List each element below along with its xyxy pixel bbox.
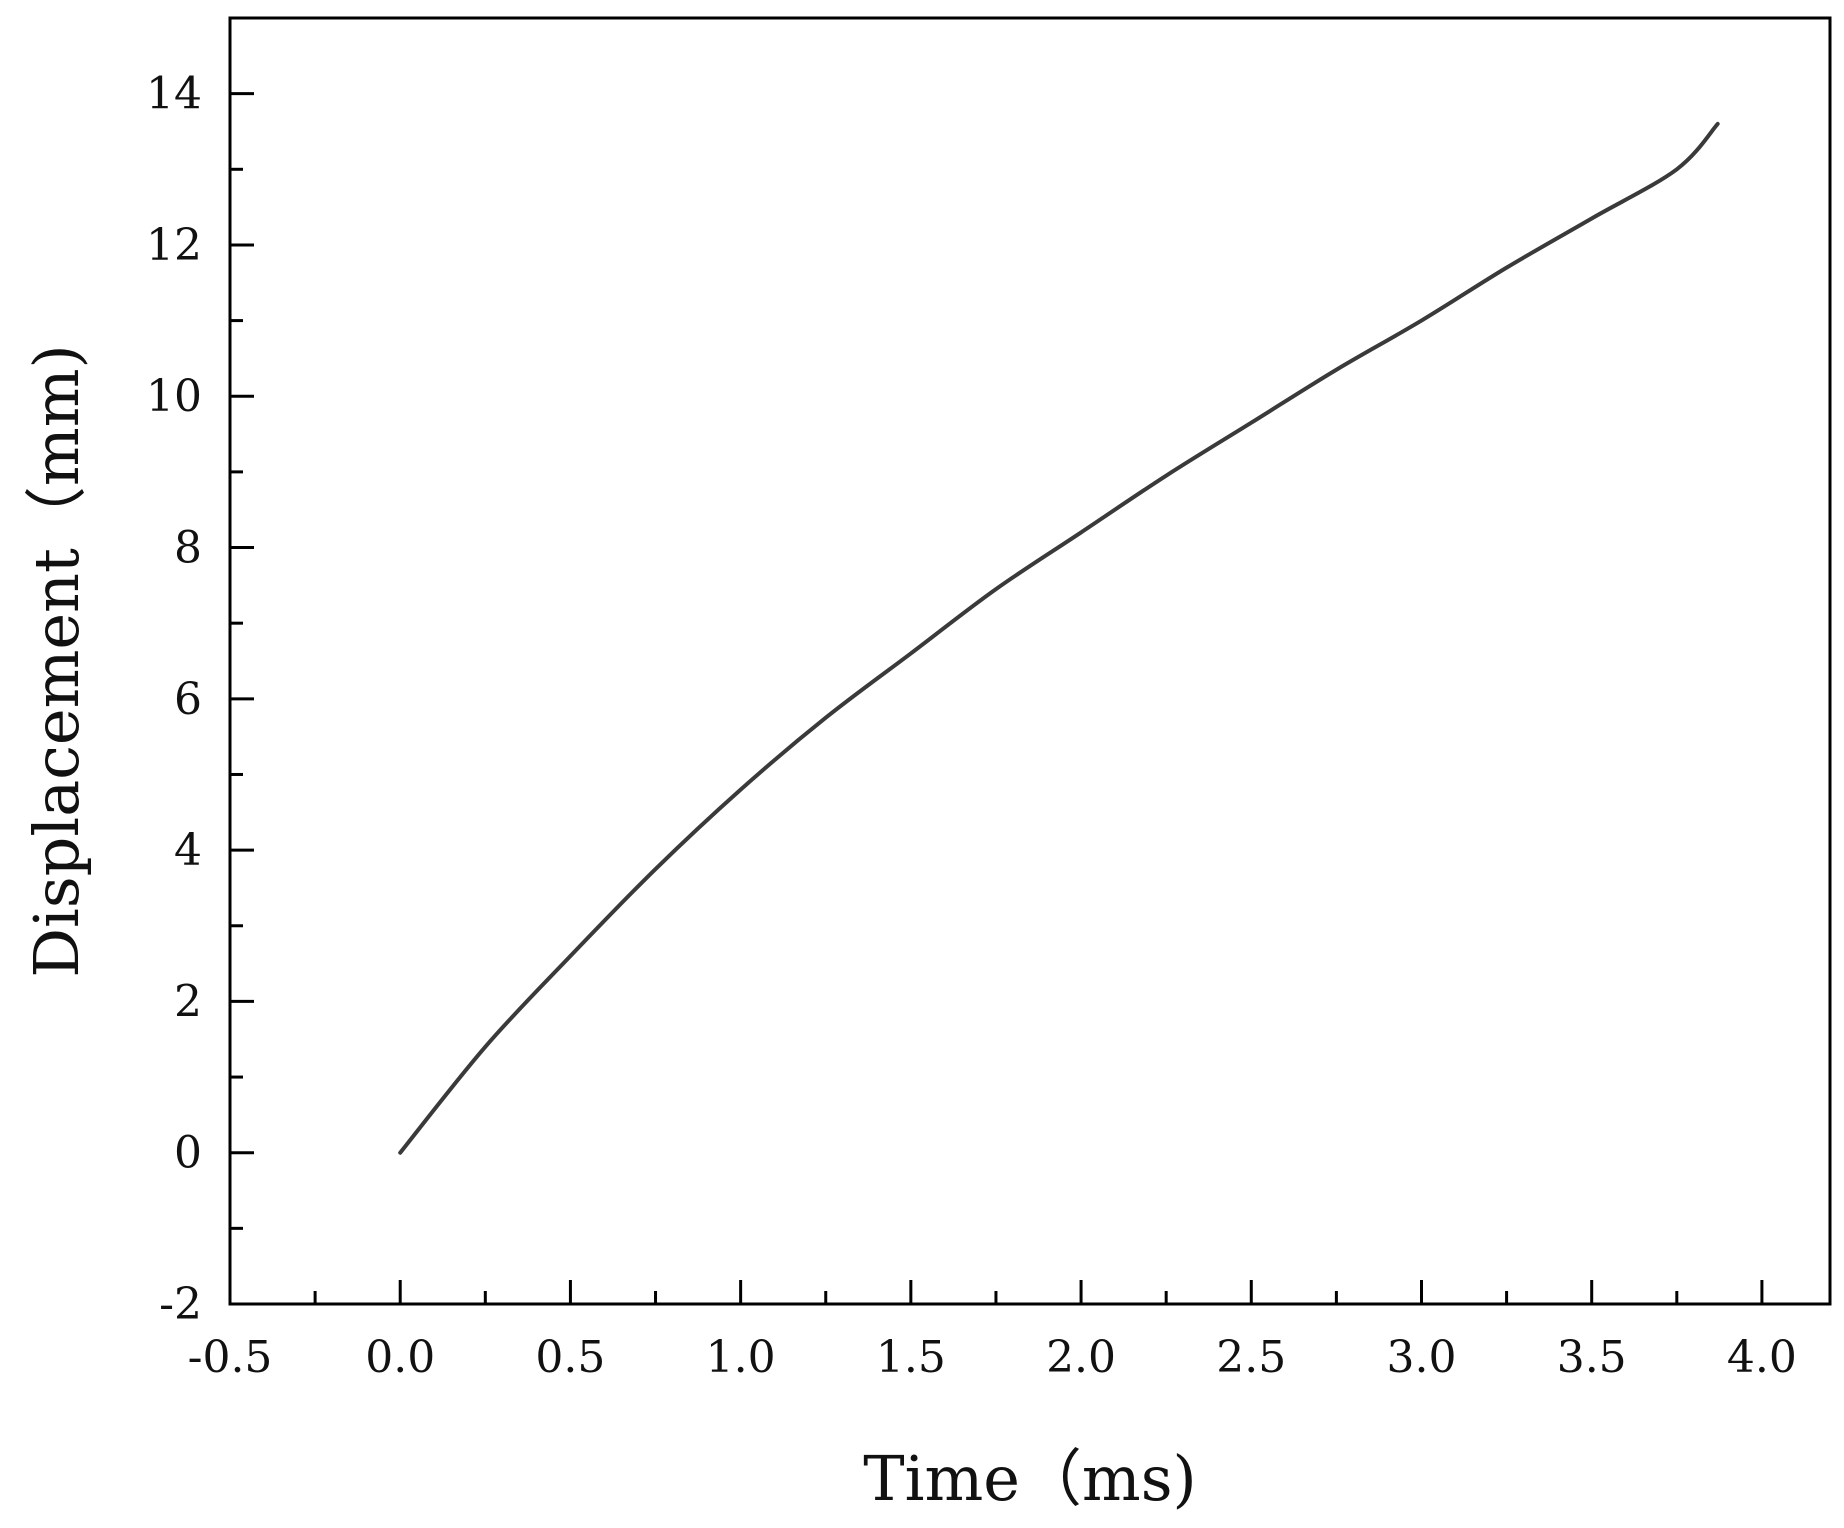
x-tick-label: 3.0 <box>1386 1332 1456 1383</box>
x-tick-label: 3.5 <box>1557 1332 1627 1383</box>
y-tick-label: 8 <box>174 523 202 574</box>
series-line-0 <box>398 121 1720 1155</box>
x-tick-label: 2.0 <box>1046 1332 1116 1383</box>
series-layer <box>398 121 1720 1155</box>
y-tick-label: 6 <box>174 674 202 725</box>
x-tick-label: 0.0 <box>365 1332 435 1383</box>
tick-labels-layer: -0.5 0.0 0.5 1.0 1.5 2.0 2.5 3.0 3.5 4.0 -2 0 2 4 6 8 10… <box>146 69 1797 1383</box>
y-tick-label: 10 <box>146 371 202 422</box>
y-tick-label: 2 <box>174 976 202 1027</box>
y-tick-label: 0 <box>174 1128 202 1179</box>
y-tick-label: 4 <box>174 825 202 876</box>
x-axis-label: Time（ms) <box>863 1442 1196 1515</box>
y-axis-label: Displacement（mm) <box>20 344 93 977</box>
y-tick-label: 14 <box>146 69 202 120</box>
ticks-layer <box>228 92 1764 1306</box>
x-tick-label: 4.0 <box>1727 1332 1797 1383</box>
x-tick-label: 1.5 <box>876 1332 946 1383</box>
y-tick-label: -2 <box>159 1279 202 1330</box>
x-tick-label: -0.5 <box>188 1332 273 1383</box>
x-tick-label: 2.5 <box>1216 1332 1286 1383</box>
x-tick-label: 1.0 <box>706 1332 776 1383</box>
y-tick-label: 12 <box>146 220 202 271</box>
plot-frame <box>228 16 1832 1306</box>
x-tick-label: 0.5 <box>535 1332 605 1383</box>
